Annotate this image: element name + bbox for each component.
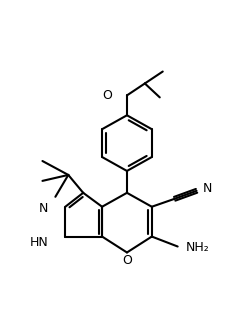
Text: NH₂: NH₂ <box>186 241 209 254</box>
Text: N: N <box>202 182 212 195</box>
Text: O: O <box>102 89 112 102</box>
Text: HN: HN <box>30 236 48 249</box>
Text: N: N <box>39 202 48 215</box>
Text: O: O <box>122 254 132 267</box>
